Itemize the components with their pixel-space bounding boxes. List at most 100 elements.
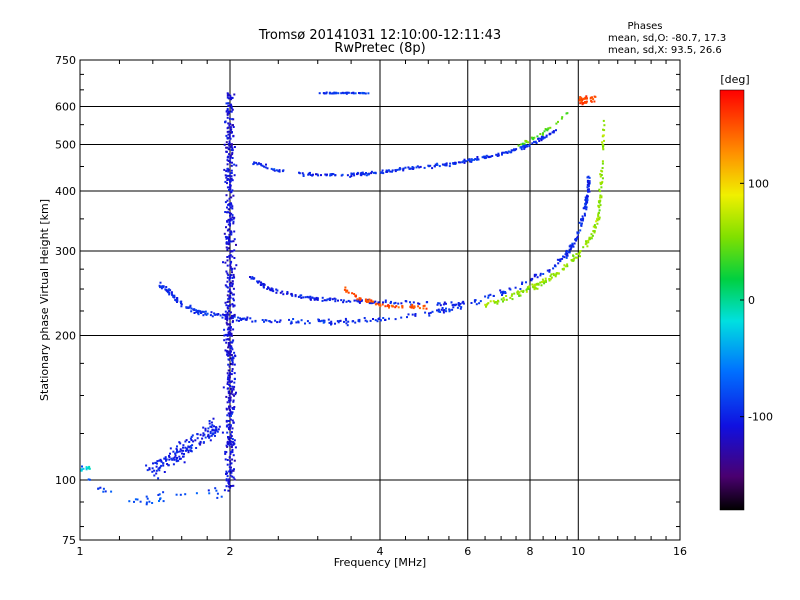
data-point [228,440,231,443]
data-point [156,462,158,465]
data-point [179,442,182,445]
data-point [231,390,233,393]
data-point [227,236,230,239]
data-point [158,467,161,469]
data-point [501,153,503,156]
data-point [185,439,188,442]
data-point [224,315,227,318]
data-point [436,163,439,166]
data-point [190,307,193,310]
data-point [176,450,178,452]
data-point [229,372,231,375]
data-point [600,182,603,184]
data-point [428,312,430,315]
data-point [425,307,428,310]
data-point [231,124,234,127]
data-point [304,322,306,325]
x-tick-label: 2 [227,545,234,558]
data-point [232,441,235,444]
data-point [233,394,235,397]
data-point [210,311,213,314]
data-point [233,304,236,307]
data-point [549,278,552,281]
data-point [215,429,218,431]
data-point [400,316,403,319]
data-point [207,489,210,492]
data-point [589,97,592,100]
data-point [574,238,577,241]
data-point [229,474,232,477]
data-point [555,273,558,276]
data-point [224,450,227,453]
data-point [180,303,183,306]
data-point [195,447,198,449]
data-point [548,132,551,135]
data-point [597,211,600,214]
data-point [555,122,558,125]
data-point [495,301,498,304]
data-point [226,441,229,444]
data-point [300,319,303,322]
data-point [521,283,523,285]
data-point [487,294,490,297]
data-point [593,231,596,234]
data-point [374,171,377,174]
data-point [263,165,266,168]
data-point [225,170,228,173]
data-point [439,304,442,307]
data-point [597,215,600,217]
data-point [521,281,524,284]
data-point [428,314,431,317]
data-point [227,412,230,415]
data-point [85,466,88,469]
data-point [233,468,235,471]
data-point [549,275,552,278]
data-point [228,277,231,280]
data-point [478,302,481,305]
colorbar-ticks: 100 0 -100 [740,177,773,424]
data-point [576,236,579,239]
data-point [228,257,231,260]
data-point [169,452,171,455]
data-point [407,313,410,316]
data-point [506,152,509,154]
data-point [352,172,355,175]
data-point [231,314,233,317]
data-point [168,456,171,458]
data-point [316,297,319,300]
data-point [445,307,447,310]
data-point [237,316,240,319]
data-point [510,149,513,152]
data-point [227,160,230,162]
data-point [300,296,303,299]
data-point [273,169,276,172]
data-point [233,385,236,388]
data-point [557,272,560,275]
data-point [231,153,234,156]
data-point [179,448,182,451]
data-point [175,460,178,463]
data-point [294,295,297,298]
data-point [365,172,367,174]
data-point [229,344,232,347]
data-point [230,149,233,151]
data-point [378,303,381,306]
data-point [231,363,234,366]
data-point [328,299,331,301]
data-point [229,346,232,349]
data-point [451,308,454,311]
data-point [233,377,236,380]
data-point [540,284,543,287]
data-point [226,179,229,182]
data-point [601,141,604,144]
data-point [445,302,447,305]
data-point [223,339,226,342]
data-point [230,354,233,356]
data-point [586,186,589,189]
data-point [228,144,231,147]
data-point [292,318,295,320]
data-point [176,297,178,300]
data-point [350,92,353,95]
data-point [358,300,361,303]
data-point [227,148,230,151]
